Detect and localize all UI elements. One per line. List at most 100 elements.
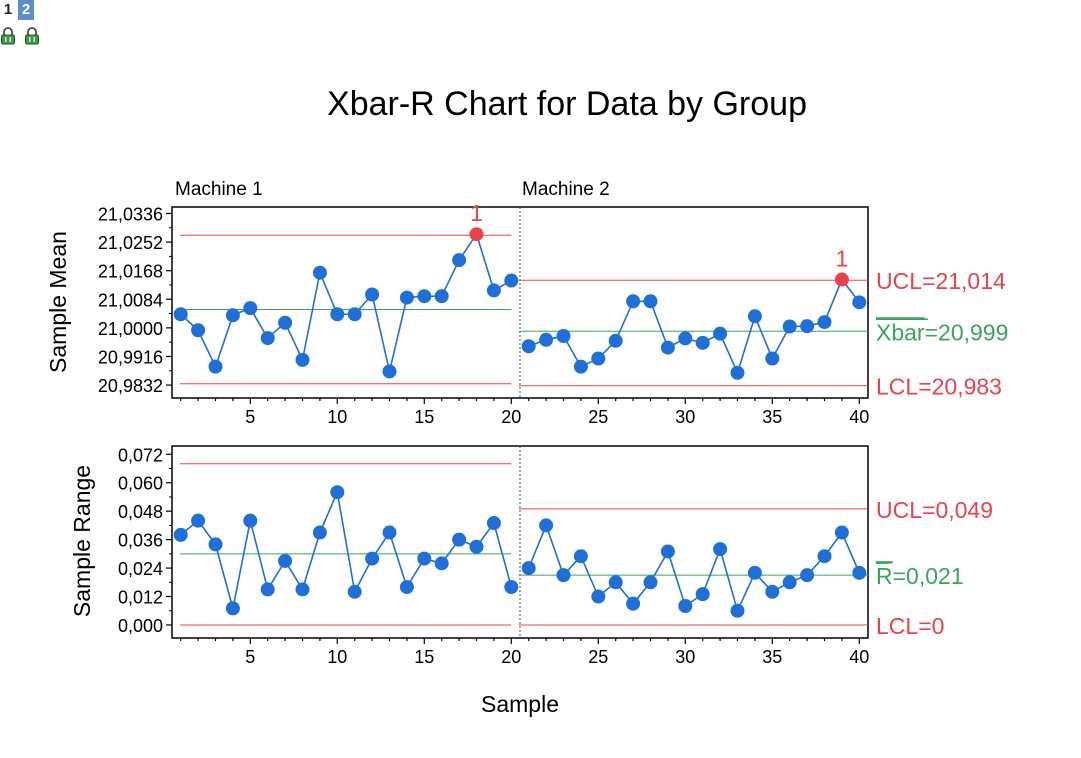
xbar-data-point — [852, 295, 867, 310]
xbar-data-point — [382, 364, 397, 379]
range-data-point — [713, 542, 728, 557]
range-data-point — [260, 582, 275, 597]
lock-icon[interactable] — [24, 27, 40, 45]
range-data-point — [660, 544, 675, 559]
range-x-tick-label: 25 — [588, 647, 608, 667]
xbar-data-point — [504, 273, 519, 288]
range-data-point — [330, 485, 345, 500]
lock-icon[interactable] — [0, 27, 16, 45]
xbar-y-tick-label: 20,9832 — [98, 376, 163, 396]
xbar-data-point — [208, 359, 223, 374]
xbar-data-point — [660, 340, 675, 355]
xbar-y-axis-label: Sample Mean — [45, 231, 71, 373]
range-data-point — [626, 596, 641, 611]
range-x-tick-label: 35 — [762, 647, 782, 667]
range-data-point — [347, 584, 362, 599]
range-series-line — [527, 523, 861, 614]
xbar-violation-point — [469, 227, 484, 242]
range-panel: 0,072 0,060 0,048 0,036 0,024 0,012 0,000 5 10 15… — [118, 445, 993, 667]
range-center-symbol: R — [876, 563, 893, 589]
range-data-point — [730, 603, 745, 618]
range-data-point — [382, 525, 397, 540]
x-axis-label: Sample — [481, 691, 559, 717]
xbar-y-tick-label: 21,0084 — [98, 290, 163, 310]
range-lcl-label: LCL=0 — [876, 613, 944, 639]
group-label-machine-2: Machine 2 — [522, 179, 610, 200]
graph-tab-2[interactable]: 2 — [18, 0, 34, 20]
xbar-data-point — [730, 365, 745, 380]
xbar-x-tick-label: 40 — [849, 407, 869, 427]
range-data-point — [295, 582, 310, 597]
range-data-point — [782, 575, 797, 590]
range-ucl-label: UCL=0,049 — [876, 497, 993, 523]
range-data-point — [208, 537, 223, 552]
range-x-tick-label: 5 — [245, 647, 255, 667]
range-y-axis-label: Sample Range — [69, 465, 95, 617]
xbar-data-point — [173, 307, 188, 322]
xbar-violation-label: 1 — [836, 246, 849, 272]
chart-title: Xbar-R Chart for Data by Group — [327, 85, 807, 123]
lock-icons — [0, 27, 40, 45]
range-data-point — [817, 549, 832, 564]
graph-tabs: 1 2 — [0, 0, 34, 20]
range-data-point — [417, 551, 432, 566]
xbar-x-tick-label: 5 — [245, 407, 255, 427]
range-x-tick-label: 40 — [849, 647, 869, 667]
xbar-panel: 21,0336 21,0252 21,0168 21,0084 21,0000 20,99… — [98, 200, 1008, 427]
xbar-y-tick-label: 20,9916 — [98, 347, 163, 367]
range-data-point — [365, 551, 380, 566]
range-data-point — [399, 580, 414, 595]
range-data-point — [521, 561, 536, 576]
xbar-lcl-label: LCL=20,983 — [876, 374, 1002, 400]
xbar-data-point — [452, 253, 467, 268]
range-data-point — [591, 589, 606, 604]
xbar-data-point — [434, 289, 449, 304]
range-data-point — [243, 513, 258, 528]
xbar-data-point — [260, 331, 275, 346]
range-data-point — [452, 532, 467, 547]
range-data-point — [643, 575, 658, 590]
xbar-data-point — [243, 301, 258, 316]
xbar-x-tick-label: 15 — [414, 407, 434, 427]
range-data-point — [765, 584, 780, 599]
range-y-tick-label: 0,060 — [118, 474, 163, 494]
xbar-data-point — [591, 351, 606, 366]
xbar-data-point — [486, 283, 501, 298]
xbar-violation-label: 1 — [470, 200, 483, 226]
range-data-point — [225, 601, 240, 616]
xbar-x-tick-label: 35 — [762, 407, 782, 427]
range-center-label: R=0,021 — [876, 563, 964, 589]
xbar-x-tick-label: 10 — [327, 407, 347, 427]
xbar-data-point — [747, 309, 762, 324]
xbar-data-point — [365, 287, 380, 302]
xbar-data-point — [782, 319, 797, 334]
range-data-point — [278, 553, 293, 568]
xbar-data-point — [330, 307, 345, 322]
range-x-tick-label: 10 — [327, 647, 347, 667]
xbar-x-tick-label: 20 — [501, 407, 521, 427]
range-data-point — [312, 525, 327, 540]
xbar-data-point — [765, 351, 780, 366]
range-data-point — [486, 516, 501, 531]
xbar-data-point — [295, 352, 310, 367]
xbar-x-tick-label: 30 — [675, 407, 695, 427]
range-data-point — [434, 556, 449, 571]
xbar-data-point — [573, 359, 588, 374]
range-data-point — [556, 568, 571, 583]
xbar-data-point — [626, 294, 641, 309]
range-data-point — [608, 575, 623, 590]
xbar-ucl-label: UCL=21,014 — [876, 268, 1006, 294]
range-x-tick-label: 20 — [501, 647, 521, 667]
range-x-tick-label: 30 — [675, 647, 695, 667]
range-y-tick-label: 0,072 — [118, 445, 163, 465]
xbar-x-tick-label: 25 — [588, 407, 608, 427]
group-label-machine-1: Machine 1 — [175, 179, 263, 200]
xbar-data-point — [278, 315, 293, 330]
xbar-data-point — [608, 333, 623, 348]
range-data-point — [469, 539, 484, 554]
range-data-point — [800, 568, 815, 583]
range-center-value: =0,021 — [893, 563, 964, 589]
xbar-data-point — [312, 265, 327, 280]
graph-tab-1[interactable]: 1 — [3, 1, 13, 18]
